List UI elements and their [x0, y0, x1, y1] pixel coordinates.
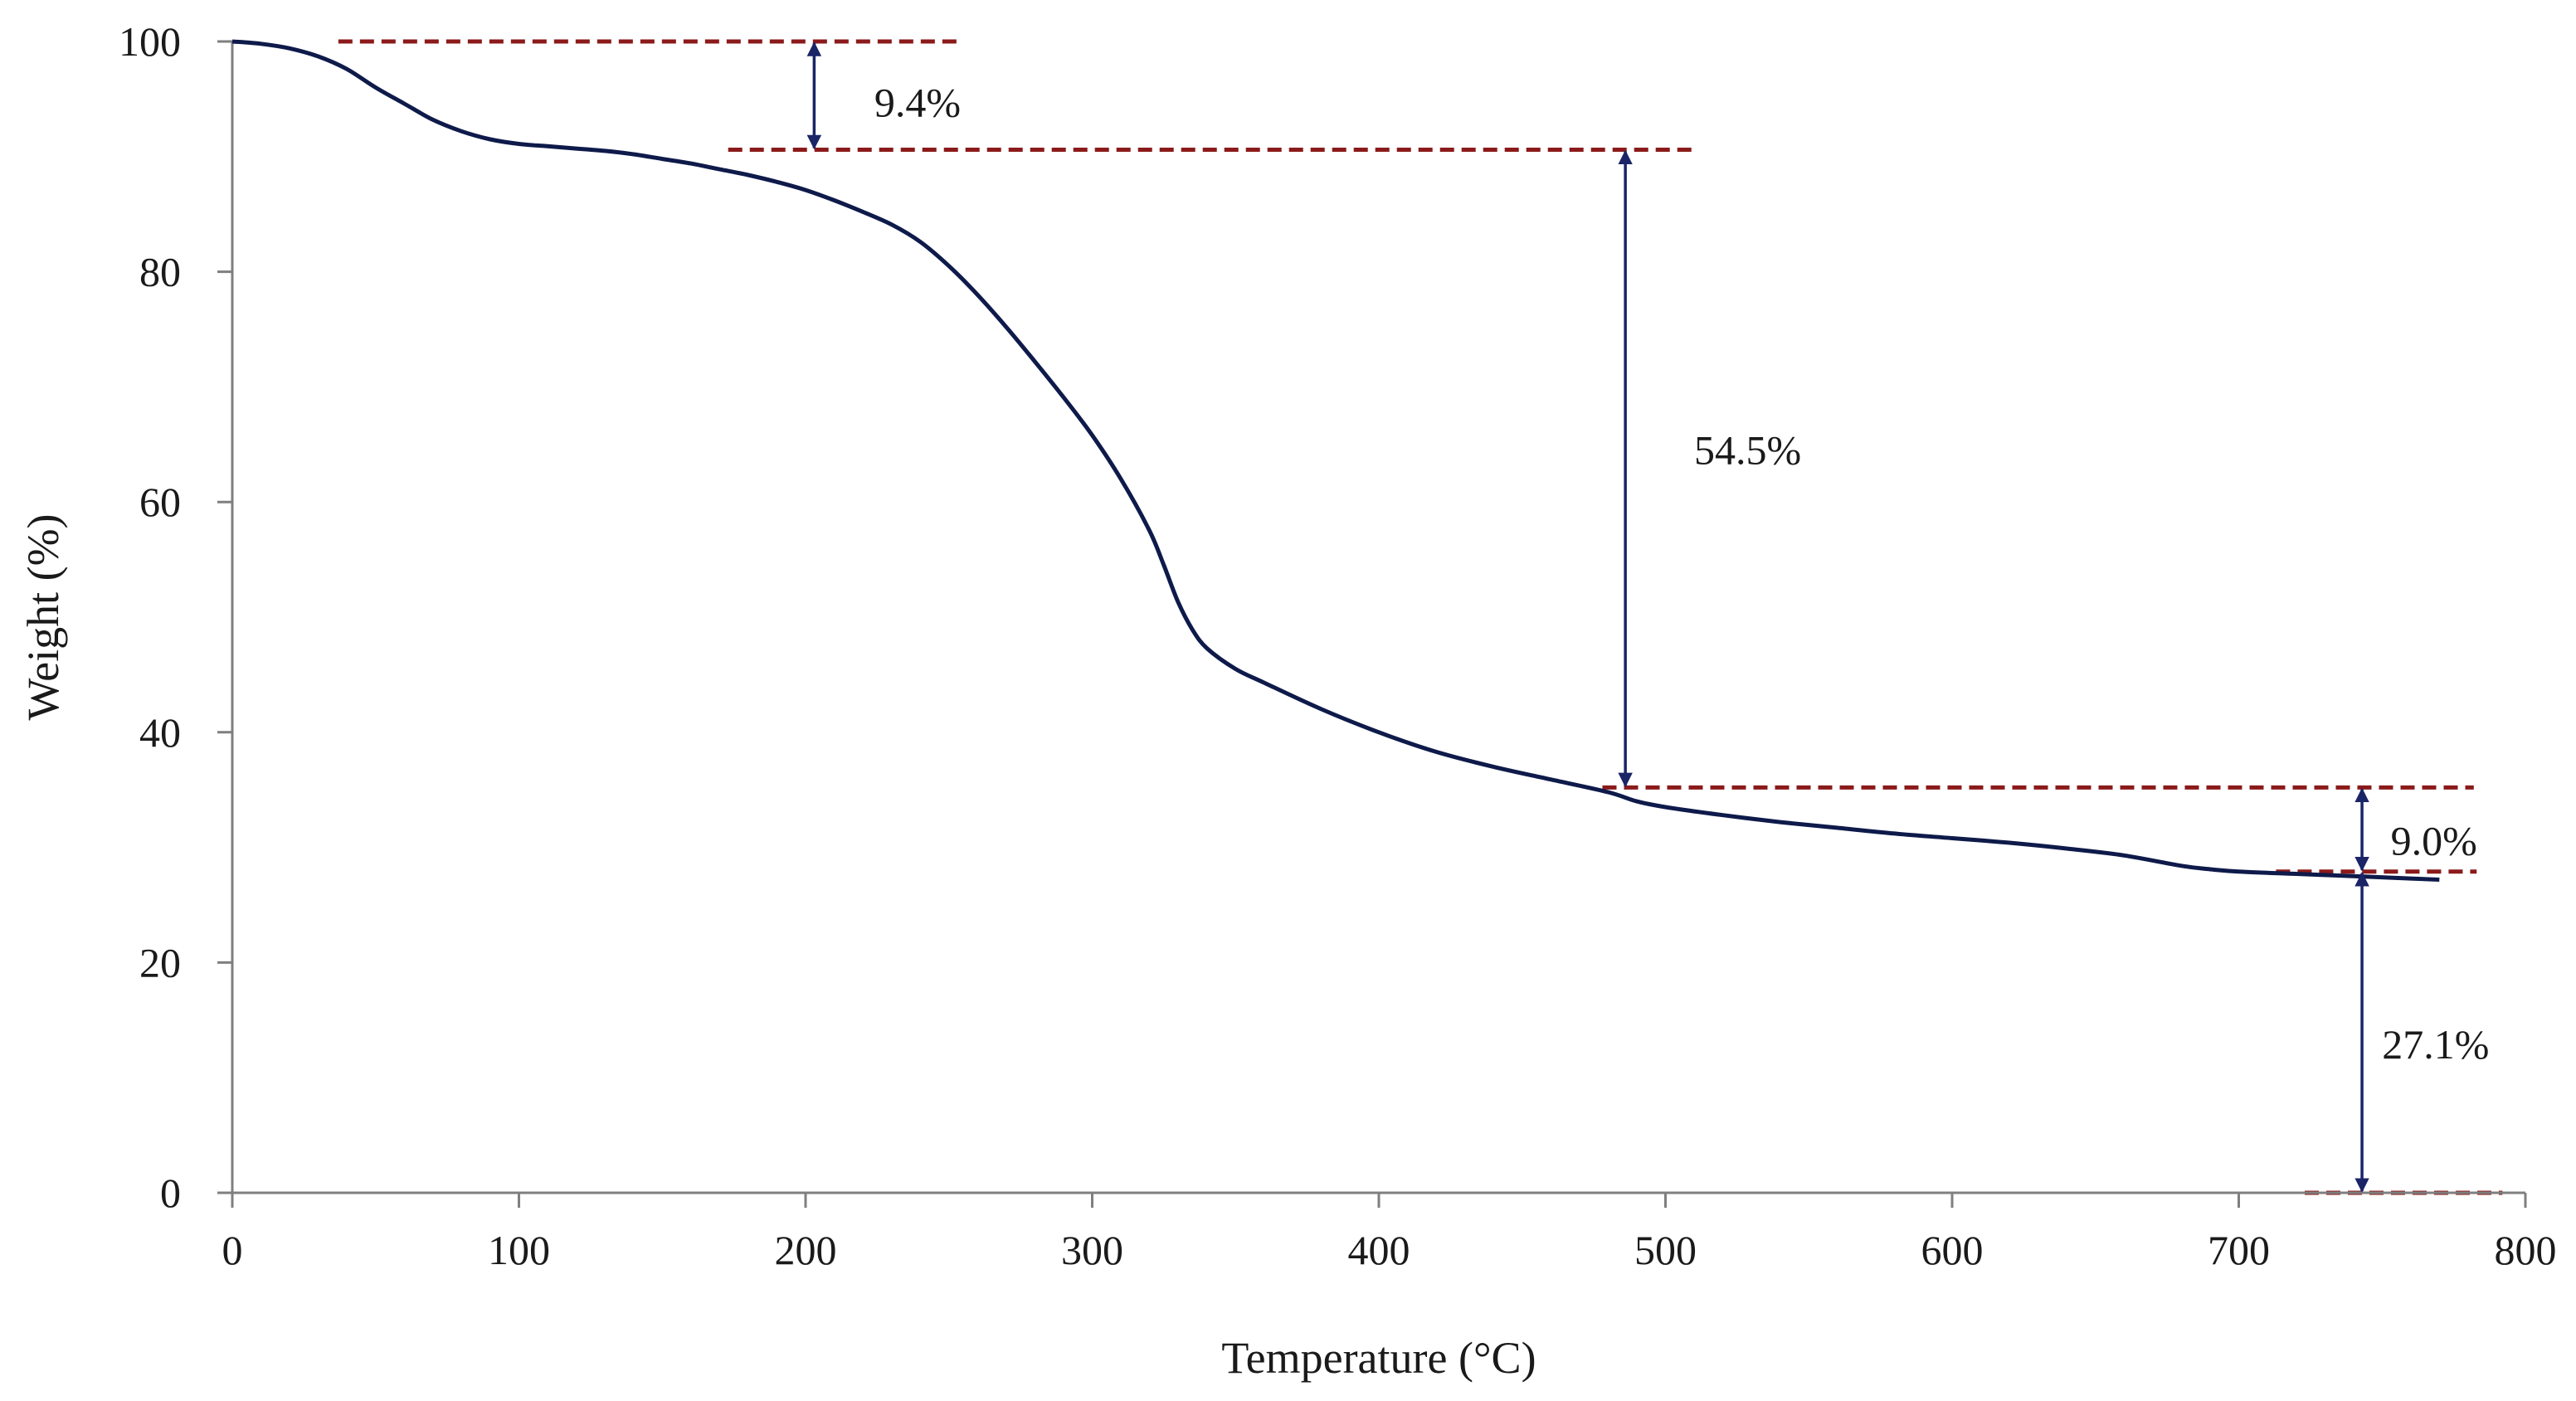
x-tick-label: 300 — [1061, 1227, 1123, 1273]
y-tick-label: 60 — [139, 479, 181, 525]
annotation-label: 54.5% — [1694, 427, 1801, 474]
annotation-label: 9.4% — [874, 80, 961, 126]
axes — [231, 41, 2525, 1194]
x-axis-title: Temperature (°C) — [1221, 1333, 1536, 1383]
x-tick-label: 100 — [488, 1227, 550, 1273]
x-tick-label: 800 — [2495, 1227, 2557, 1273]
y-tick-label: 80 — [139, 249, 181, 295]
tga-curve-line — [231, 39, 2440, 882]
series — [231, 39, 2440, 882]
reference-lines — [338, 39, 2503, 1195]
x-tick-label: 600 — [1921, 1227, 1984, 1273]
y-tick-label: 0 — [160, 1170, 181, 1216]
x-tick-label: 400 — [1348, 1227, 1410, 1273]
annotation-label: 9.0% — [2391, 817, 2477, 863]
annotation-label: 27.1% — [2382, 1021, 2489, 1068]
y-tick-label: 20 — [139, 939, 181, 985]
y-tick-label: 100 — [119, 18, 181, 65]
annotations: 9.4% 54.5% 9.0% 27.1% — [806, 41, 2489, 1193]
x-tick-label: 500 — [1634, 1227, 1697, 1273]
x-tick-label: 200 — [775, 1227, 837, 1273]
x-tick-label: 0 — [222, 1227, 243, 1273]
ticks: 0 100 200 300 400 500 600 700 800 0 20 40 60 80 100 — [119, 18, 2557, 1273]
x-tick-label: 700 — [2208, 1227, 2270, 1273]
y-tick-label: 40 — [139, 709, 181, 756]
y-axis-title: Weight (%) — [18, 513, 68, 720]
